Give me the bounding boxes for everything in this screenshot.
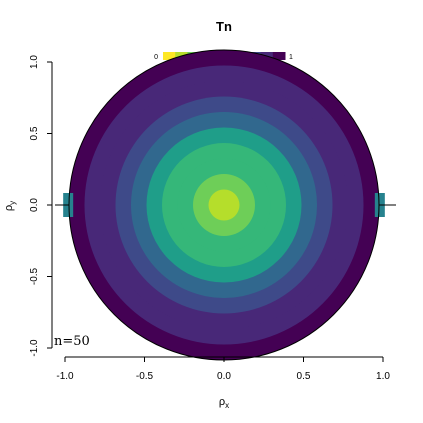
y-tick-label: 1.0: [29, 55, 40, 69]
colorbar-max-label: 1: [289, 54, 293, 61]
x-tick-label: 0.5: [297, 371, 311, 382]
colorbar-swatch: [272, 52, 286, 60]
colorbar-min-label: 0: [154, 54, 158, 61]
y-axis: -1.0 -0.5 0.0 0.5 1.0: [29, 55, 53, 357]
x-tick-label: -1.0: [56, 371, 74, 382]
x-axis: -1.0 -0.5 0.0 0.5 1.0: [56, 356, 390, 382]
heatmap-disk: [69, 50, 379, 360]
y-tick-label: 0.5: [29, 126, 40, 140]
chart-title: Tn: [216, 19, 232, 34]
y-tick-label: 0.0: [29, 198, 40, 212]
sample-size-annotation: n=50: [54, 334, 90, 349]
x-tick-label: 1.0: [376, 371, 390, 382]
y-tick-label: -0.5: [29, 267, 40, 285]
x-tick-label: -0.5: [136, 371, 154, 382]
x-axis-title: ρx: [219, 396, 229, 410]
heatmap-ring: [208, 189, 240, 221]
x-tick-label: 0.0: [217, 371, 231, 382]
y-tick-label: -1.0: [29, 339, 40, 357]
y-axis-title: ρy: [3, 201, 17, 211]
colorbar-swatch: [163, 52, 176, 60]
